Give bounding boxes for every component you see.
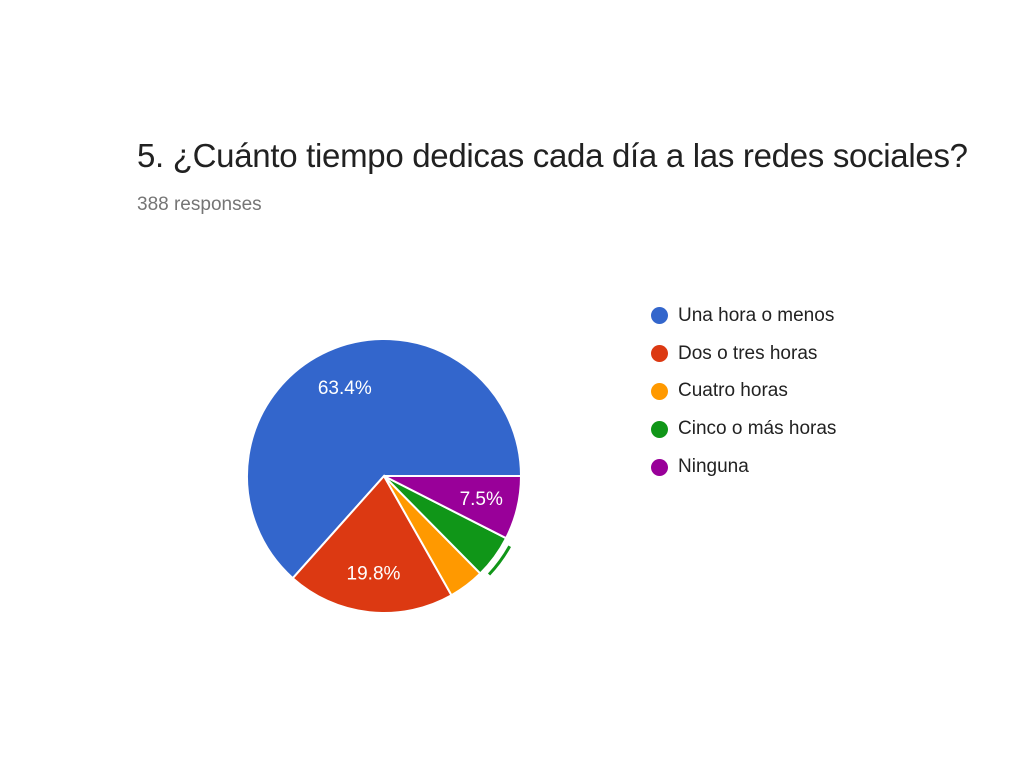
legend-label: Cinco o más horas <box>678 418 837 440</box>
pie-slice-labels: 63.4% 19.8% 7.5% <box>318 378 503 585</box>
legend-swatch-icon <box>651 458 668 476</box>
legend-item-cinco-o-mas-horas[interactable]: Cinco o más horas <box>651 410 836 448</box>
pie-slice-una-hora-o-menos[interactable] <box>246 338 523 580</box>
pie-slice-ninguna[interactable] <box>383 475 523 540</box>
legend-swatch-icon <box>651 382 668 400</box>
response-count: 388 responses <box>137 194 262 215</box>
legend-item-dos-o-tres-horas[interactable]: Dos o tres horas <box>651 335 836 373</box>
legend-item-ninguna[interactable]: Ninguna <box>651 448 836 486</box>
pie-slice-dos-o-tres-horas[interactable] <box>291 474 453 614</box>
chart-title: 5. ¿Cuánto tiempo dedicas cada día a las… <box>137 137 968 174</box>
pie-slices <box>246 338 523 614</box>
legend-item-una-hora-o-menos[interactable]: Una hora o menos <box>651 297 836 335</box>
chart-legend: Una hora o menos Dos o tres horas Cuatro h… <box>651 297 836 486</box>
pie-slice-highlight-ring <box>487 545 512 576</box>
legend-item-cuatro-horas[interactable]: Cuatro horas <box>651 373 836 411</box>
legend-swatch-icon <box>651 345 668 363</box>
legend-swatch-icon <box>651 307 668 325</box>
legend-label: Ninguna <box>678 456 749 478</box>
legend-label: Una hora o menos <box>678 304 835 326</box>
slice-label-dos-o-tres-horas: 19.8% <box>347 564 401 585</box>
legend-swatch-icon <box>651 420 668 438</box>
legend-label: Cuatro horas <box>678 380 788 402</box>
legend-label: Dos o tres horas <box>678 342 818 364</box>
slice-label-una-hora-o-menos: 63.4% <box>318 378 372 399</box>
slice-label-ninguna: 7.5% <box>460 489 503 510</box>
